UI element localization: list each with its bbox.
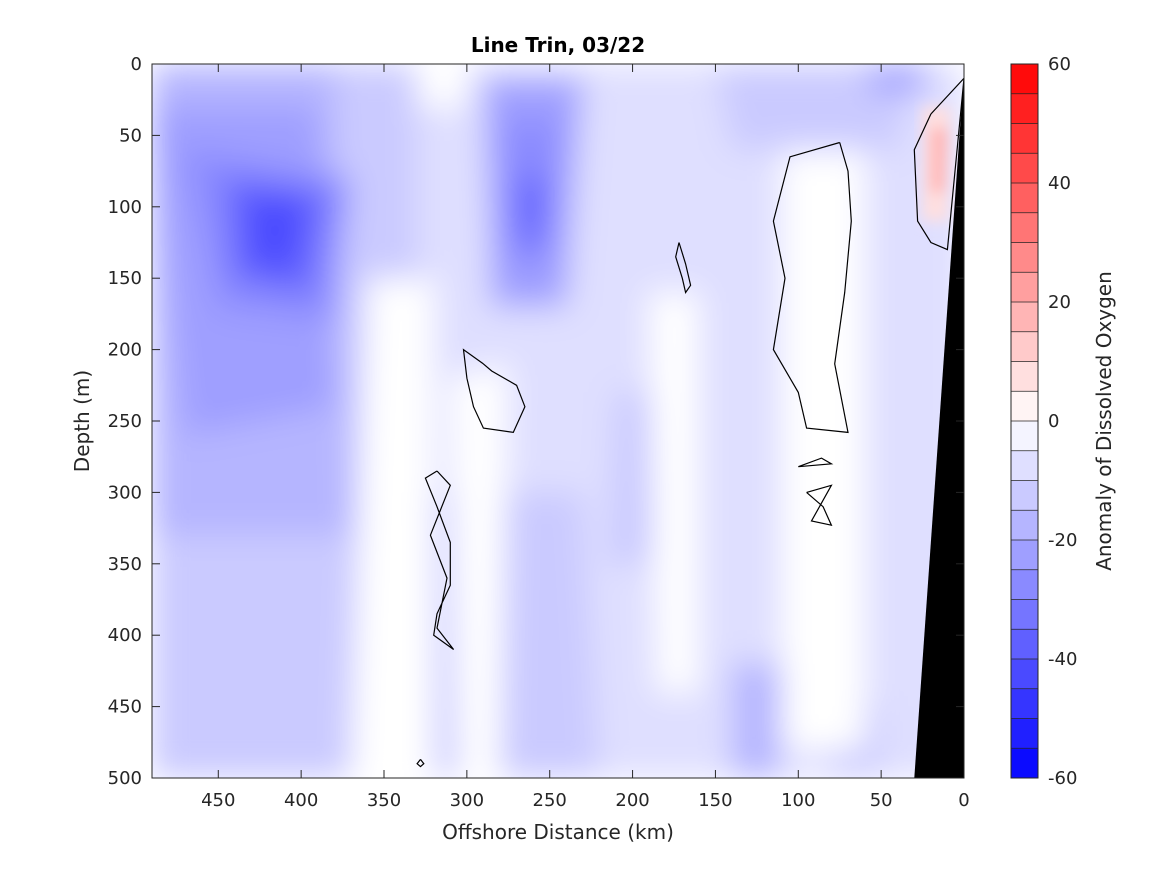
zero-contour-line bbox=[806, 484, 833, 527]
anomaly-region bbox=[732, 663, 782, 778]
zero-contour-line bbox=[675, 242, 692, 294]
anomaly-region bbox=[864, 64, 931, 93]
colorbar-tick-label: -60 bbox=[1048, 768, 1077, 789]
colorbar-segment bbox=[1011, 93, 1038, 124]
colorbar-segment bbox=[1011, 242, 1038, 273]
plot-area bbox=[152, 64, 964, 778]
colorbar-tick-label: 60 bbox=[1048, 54, 1071, 75]
x-tick-label: 50 bbox=[870, 790, 893, 811]
colorbar bbox=[1010, 63, 1039, 779]
x-tick-label: 300 bbox=[450, 790, 484, 811]
y-tick-label: 150 bbox=[108, 268, 142, 289]
y-tick-label: 300 bbox=[108, 482, 142, 503]
x-tick-label: 450 bbox=[201, 790, 235, 811]
zero-contour-line bbox=[424, 470, 455, 650]
y-tick-label: 100 bbox=[108, 197, 142, 218]
y-axis: 0 50 100 150 200 250 300 350 400 450 500 bbox=[108, 54, 964, 789]
colorbar-segment bbox=[1011, 659, 1038, 690]
colorbar-tick-label: 20 bbox=[1048, 292, 1071, 313]
colorbar-axis: 60 40 20 0 -20 -40 -60 bbox=[1048, 54, 1077, 789]
colorbar-tick-label: -20 bbox=[1048, 530, 1077, 551]
x-tick-label: 400 bbox=[284, 790, 318, 811]
anomaly-region bbox=[251, 199, 302, 264]
anomaly-region bbox=[607, 392, 666, 564]
x-axis: 450 400 350 300 250 200 150 100 50 0 bbox=[201, 64, 970, 811]
y-tick-label: 400 bbox=[108, 625, 142, 646]
x-tick-label: 150 bbox=[698, 790, 732, 811]
colorbar-segment bbox=[1011, 183, 1038, 214]
colorbar-segment bbox=[1011, 302, 1038, 333]
zero-contour-line bbox=[416, 759, 425, 768]
y-tick-label: 250 bbox=[108, 411, 142, 432]
y-tick-label: 500 bbox=[108, 768, 142, 789]
y-tick-label: 350 bbox=[108, 554, 142, 575]
near-zero-region bbox=[649, 292, 699, 693]
zero-contour-line bbox=[772, 141, 852, 434]
y-tick-label: 0 bbox=[131, 54, 142, 75]
near-zero-region bbox=[417, 64, 467, 107]
x-tick-label: 250 bbox=[533, 790, 567, 811]
colorbar-segment bbox=[1011, 599, 1038, 630]
colorbar-segment bbox=[1011, 450, 1038, 481]
colorbar-segment bbox=[1011, 748, 1038, 779]
y-tick-label: 50 bbox=[119, 125, 142, 146]
land-topography bbox=[914, 71, 964, 778]
colorbar-segment bbox=[1011, 510, 1038, 541]
zero-contour-line bbox=[462, 348, 526, 434]
anomaly-region bbox=[715, 64, 915, 150]
colorbar-segment bbox=[1011, 718, 1038, 749]
colorbar-segment bbox=[1011, 212, 1038, 243]
colorbar-tick-label: 0 bbox=[1048, 411, 1059, 432]
zero-contours bbox=[416, 77, 964, 768]
x-tick-label: 0 bbox=[958, 790, 969, 811]
near-zero-region bbox=[450, 363, 509, 778]
anomaly-field bbox=[152, 64, 964, 778]
colorbar-segment bbox=[1011, 153, 1038, 184]
colorbar-segment bbox=[1011, 421, 1038, 452]
colorbar-tick-label: 40 bbox=[1048, 173, 1071, 194]
y-tick-label: 450 bbox=[108, 697, 142, 718]
zero-contour-line bbox=[798, 457, 834, 468]
anomaly-region bbox=[516, 178, 547, 243]
positive-anomaly-region bbox=[930, 128, 948, 193]
colorbar-segment bbox=[1011, 64, 1038, 95]
chart-title: Line Trin, 03/22 bbox=[471, 33, 645, 57]
colorbar-frame bbox=[1010, 63, 1039, 779]
colorbar-segment bbox=[1011, 272, 1038, 303]
colorbar-segment bbox=[1011, 480, 1038, 511]
x-tick-label: 350 bbox=[367, 790, 401, 811]
colorbar-tick-label: -40 bbox=[1048, 649, 1077, 670]
y-axis-label: Depth (m) bbox=[70, 370, 94, 472]
near-zero-region bbox=[350, 278, 434, 778]
colorbar-segment bbox=[1011, 629, 1038, 660]
colorbar-segment bbox=[1011, 391, 1038, 422]
near-zero-region bbox=[781, 149, 865, 750]
y-tick-label: 200 bbox=[108, 340, 142, 361]
colorbar-label: Anomaly of Dissolved Oxygen bbox=[1092, 271, 1116, 571]
x-axis-label: Offshore Distance (km) bbox=[442, 820, 674, 844]
colorbar-segment bbox=[1011, 123, 1038, 154]
zero-contour-line bbox=[913, 77, 964, 251]
x-tick-label: 100 bbox=[781, 790, 815, 811]
colorbar-segment bbox=[1011, 569, 1038, 600]
x-tick-label: 200 bbox=[615, 790, 649, 811]
colorbar-segment bbox=[1011, 331, 1038, 362]
colorbar-segment bbox=[1011, 361, 1038, 392]
colorbar-segment bbox=[1011, 540, 1038, 571]
colorbar-segment bbox=[1011, 688, 1038, 719]
